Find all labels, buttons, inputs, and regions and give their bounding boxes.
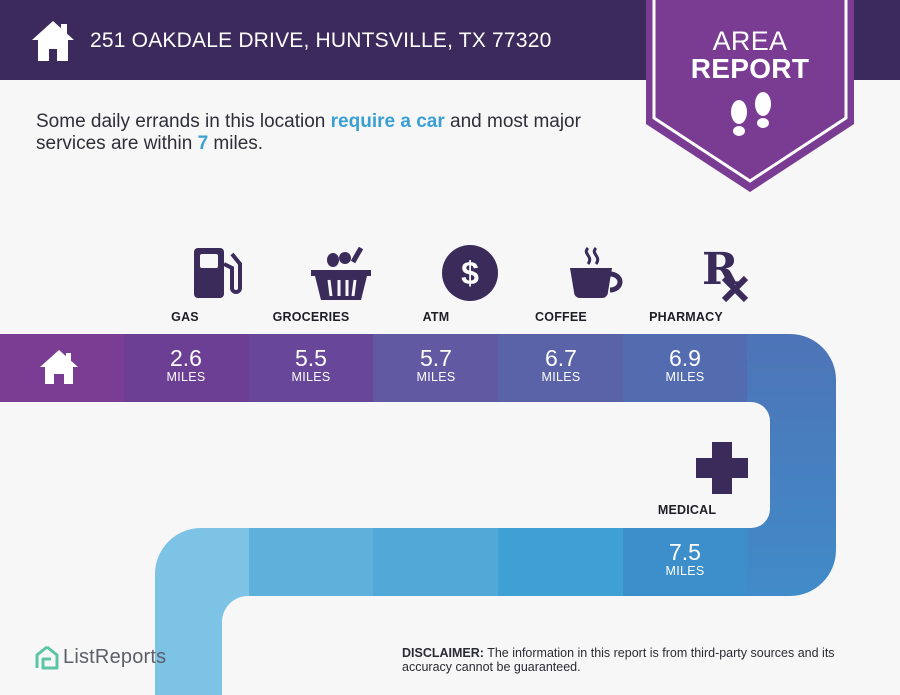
gas-pump-icon [194,248,242,298]
amenity-label-gas: GAS [171,310,199,324]
distance-value: 7.5 [669,539,701,565]
badge-title: AREA REPORT [640,26,860,84]
amenity-label-pharmacy: PHARMACY [649,310,723,324]
coffee-cup-icon [570,246,623,298]
distance-coffee: 6.7 MILES [499,346,623,384]
amenity-label-coffee: COFFEE [535,310,587,324]
badge-line-1: AREA [712,26,788,56]
listreports-logo-icon[interactable] [35,645,59,671]
distance-unit: MILES [665,564,705,578]
distance-value: 6.7 [545,345,577,371]
intro-summary: Some daily errands in this location requ… [36,111,636,155]
distance-value: 5.7 [420,345,452,371]
distance-atm: 5.7 MILES [374,346,498,384]
svg-text:$: $ [461,255,479,291]
intro-text-2: and most major services are within [36,111,581,154]
disclaimer-text: The information in this report is from t… [402,646,835,674]
amenity-label-medical: MEDICAL [657,503,717,517]
intro-highlight-miles: 7 [197,133,209,154]
distance-medical: 7.5 MILES [623,540,747,578]
disclaimer-label: DISCLAIMER: [402,646,484,660]
road-home-icon [40,350,78,384]
amenity-label-atm: ATM [422,310,450,324]
distance-value: 2.6 [170,345,202,371]
badge-shape [646,0,854,192]
property-address: 251 OAKDALE DRIVE, HUNTSVILLE, TX 77320 [90,29,552,52]
intro-text-1: Some daily errands in this location [36,111,331,132]
dollar-icon: $ [442,245,498,301]
rx-icon: R [702,244,749,302]
home-icon [32,21,74,61]
distance-gas: 2.6 MILES [124,346,248,384]
intro-highlight-car: require a car [330,111,445,132]
distance-value: 5.5 [295,345,327,371]
area-report-badge: AREA REPORT [640,0,860,196]
footprints-icon [731,92,771,136]
distance-unit: MILES [541,370,581,384]
grocery-basket-icon [311,246,371,300]
distance-value: 6.9 [669,345,701,371]
badge-line-2: REPORT [690,53,810,84]
listreports-brand[interactable]: ListReports [63,646,167,668]
distance-unit: MILES [416,370,456,384]
disclaimer: DISCLAIMER: The information in this repo… [402,646,872,674]
distance-unit: MILES [291,370,331,384]
distance-unit: MILES [665,370,705,384]
amenity-label-groceries: GROCERIES [272,310,350,324]
intro-text-3: miles. [208,133,264,154]
distance-pharmacy: 6.9 MILES [623,346,747,384]
distance-groceries: 5.5 MILES [249,346,373,384]
medical-cross-icon [696,442,748,494]
distance-unit: MILES [166,370,206,384]
